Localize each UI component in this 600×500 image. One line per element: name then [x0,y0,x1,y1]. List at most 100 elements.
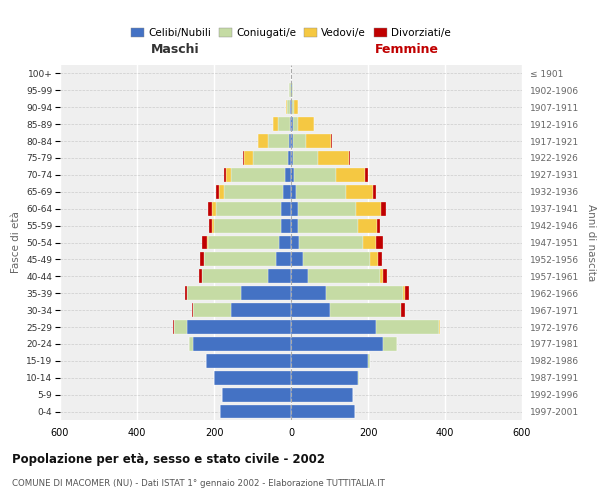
Bar [173,320,187,334]
Bar [280,236,291,250]
Bar [205,252,275,266]
Bar [216,185,219,198]
Bar [219,185,224,198]
Bar [212,202,216,215]
Bar [380,270,383,283]
Bar [291,303,329,317]
Bar [291,270,308,283]
Bar [206,354,291,368]
Bar [241,286,291,300]
Bar [298,117,314,131]
Bar [403,286,404,300]
Text: Femmine: Femmine [374,43,439,56]
Bar [275,252,291,266]
Bar [209,218,212,232]
Bar [199,270,202,283]
Bar [283,185,291,198]
Bar [291,202,298,215]
Bar [365,168,368,182]
Bar [302,252,370,266]
Y-axis label: Anni di nascita: Anni di nascita [586,204,596,281]
Bar [331,134,332,148]
Legend: Celibi/Nubili, Coniugati/e, Vedovi/e, Divorziati/e: Celibi/Nubili, Coniugati/e, Vedovi/e, Di… [127,24,455,42]
Bar [258,134,268,148]
Text: Maschi: Maschi [151,43,200,56]
Bar [202,270,268,283]
Bar [293,117,298,131]
Bar [216,202,281,215]
Bar [291,185,296,198]
Bar [376,320,439,334]
Bar [290,100,291,114]
Bar [253,151,288,165]
Bar [291,236,299,250]
Bar [268,134,289,148]
Bar [349,151,350,165]
Bar [401,303,404,317]
Bar [291,218,298,232]
Bar [224,185,283,198]
Bar [291,100,292,114]
Bar [292,84,293,98]
Bar [291,354,368,368]
Bar [376,236,383,250]
Bar [291,286,326,300]
Bar [373,185,376,198]
Bar [289,84,290,98]
Bar [381,202,386,215]
Bar [291,320,376,334]
Bar [189,337,193,351]
Bar [203,252,205,266]
Bar [193,337,291,351]
Bar [356,202,381,215]
Bar [288,151,291,165]
Bar [287,100,290,114]
Bar [294,100,298,114]
Bar [285,168,291,182]
Bar [187,286,241,300]
Bar [346,185,373,198]
Bar [289,134,291,148]
Bar [291,151,293,165]
Bar [257,134,258,148]
Bar [298,202,356,215]
Bar [268,270,291,283]
Bar [222,388,291,402]
Bar [208,236,280,250]
Text: COMUNE DI MACOMER (NU) - Dati ISTAT 1° gennaio 2002 - Elaborazione TUTTITALIA.IT: COMUNE DI MACOMER (NU) - Dati ISTAT 1° g… [12,479,385,488]
Bar [291,168,294,182]
Bar [208,202,212,215]
Bar [281,202,291,215]
Bar [296,185,346,198]
Bar [294,168,337,182]
Bar [326,286,403,300]
Bar [368,354,370,368]
Bar [370,252,377,266]
Bar [286,100,287,114]
Bar [290,117,291,131]
Bar [299,236,363,250]
Bar [214,218,281,232]
Bar [187,320,291,334]
Bar [244,151,253,165]
Bar [337,168,365,182]
Bar [404,286,409,300]
Bar [329,303,401,317]
Bar [293,134,307,148]
Bar [363,236,376,250]
Text: Popolazione per età, sesso e stato civile - 2002: Popolazione per età, sesso e stato civil… [12,452,325,466]
Bar [383,337,397,351]
Bar [191,303,193,317]
Bar [291,117,293,131]
Bar [281,218,291,232]
Bar [200,252,203,266]
Bar [214,371,291,384]
Bar [193,303,232,317]
Bar [291,252,302,266]
Bar [298,218,358,232]
Bar [243,151,244,165]
Bar [291,388,353,402]
Bar [291,134,293,148]
Bar [291,337,383,351]
Bar [291,404,355,418]
